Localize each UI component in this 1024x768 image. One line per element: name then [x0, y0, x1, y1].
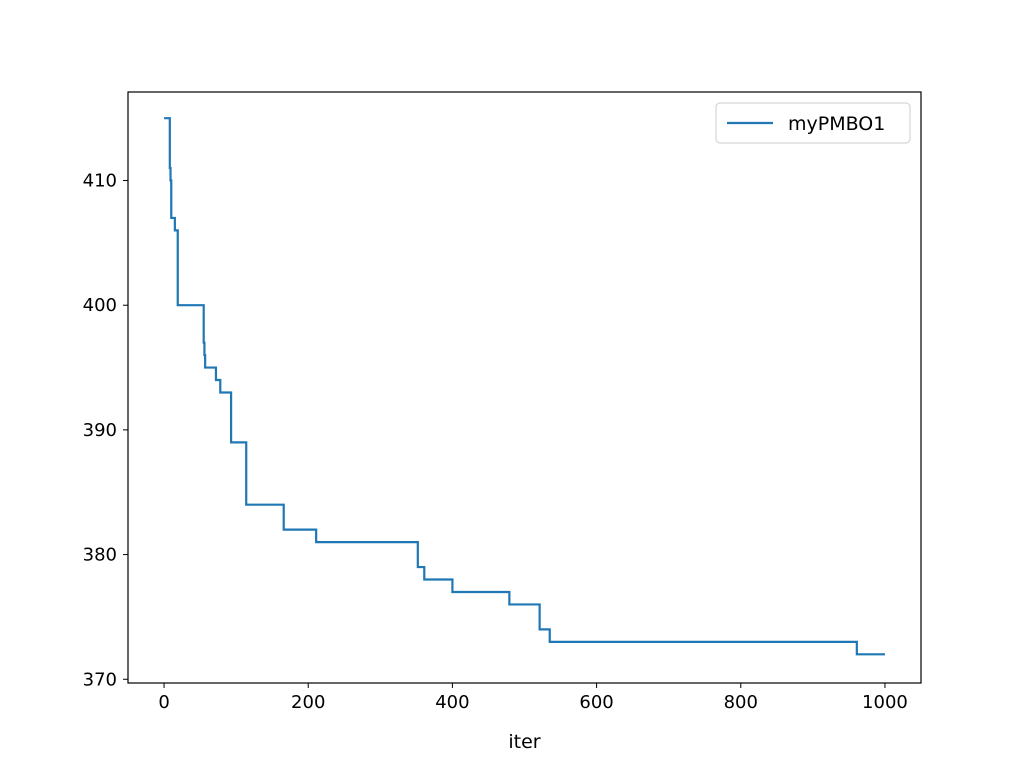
- x-tick-label: 1000: [862, 692, 908, 713]
- x-axis-label: iter: [508, 731, 540, 753]
- x-tick-label: 600: [579, 692, 613, 713]
- series-group: [164, 117, 885, 656]
- x-tick-label: 200: [291, 692, 325, 713]
- x-tick-label: 400: [435, 692, 469, 713]
- plot-area: [128, 92, 921, 683]
- x-tick-label: 800: [724, 692, 758, 713]
- y-tick-label: 400: [83, 295, 117, 316]
- y-tick-label: 390: [83, 420, 117, 441]
- y-axis-ticks: 370 380 390 400 410: [83, 171, 128, 690]
- y-tick-label: 410: [83, 171, 117, 192]
- y-tick-label: 370: [83, 669, 117, 690]
- x-axis-ticks: 0 200 400 600 800 1000: [158, 683, 908, 713]
- legend-box: [715, 102, 911, 144]
- legend: myPMBO1: [715, 102, 911, 144]
- legend-label: myPMBO1: [788, 113, 885, 135]
- plot-frame: [127, 91, 922, 684]
- x-tick-label: 0: [158, 692, 169, 713]
- y-tick-label: 380: [83, 545, 117, 566]
- series-line-0: [164, 117, 885, 656]
